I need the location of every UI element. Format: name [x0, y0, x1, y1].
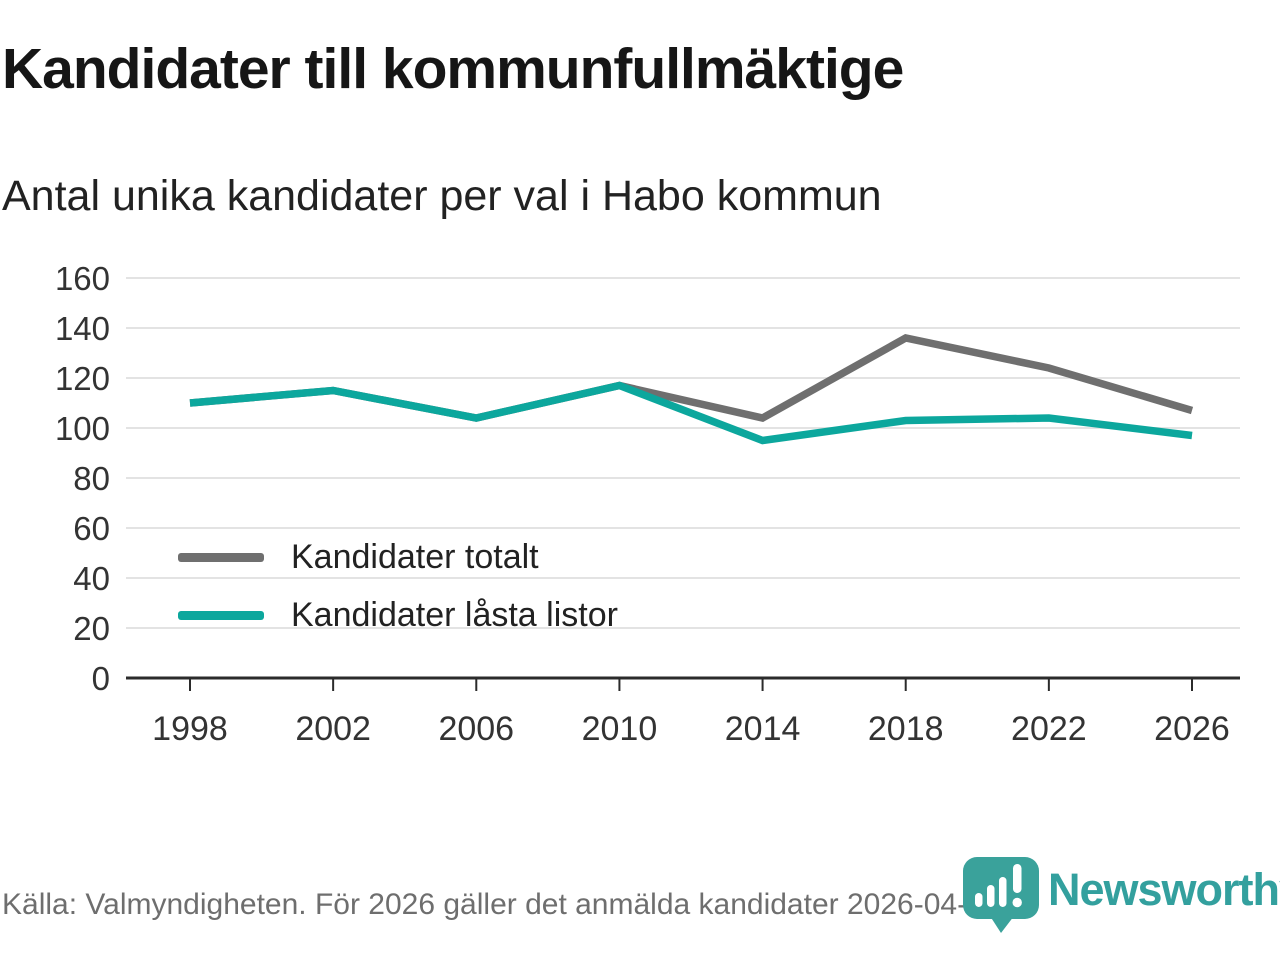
y-axis-tick-label: 20	[73, 610, 110, 647]
y-axis-tick-label: 100	[55, 410, 110, 447]
x-axis-tick-label: 2022	[1011, 710, 1087, 748]
y-axis-tick-label: 40	[73, 560, 110, 597]
x-axis-tick-label: 2014	[725, 710, 801, 748]
legend-item-lasta-listor: Kandidater låsta listor	[178, 596, 618, 635]
y-axis-tick-label: 60	[73, 510, 110, 547]
x-axis-tick-label: 2026	[1154, 710, 1230, 748]
y-axis-tick-label: 140	[55, 310, 110, 347]
x-axis-tick-label: 2006	[438, 710, 514, 748]
y-axis-tick-label: 0	[92, 660, 110, 697]
series-line-1	[189, 381, 1193, 445]
newsworthy-logo: Newsworthy	[962, 856, 1280, 934]
x-axis-tick-label: 1998	[152, 710, 228, 748]
x-axis-tick-label: 2018	[868, 710, 944, 748]
chart-subtitle: Antal unika kandidater per val i Habo ko…	[2, 172, 882, 220]
x-axis-tick-label: 2010	[582, 710, 658, 748]
legend-swatch-lasta-listor-line	[178, 611, 264, 620]
newsworthy-wordmark: Newsworthy	[1048, 864, 1280, 915]
source-note: Källa: Valmyndigheten. För 2026 gäller d…	[2, 888, 1009, 921]
y-axis-tick-label: 160	[55, 260, 110, 297]
y-axis-tick-label: 80	[73, 460, 110, 497]
y-axis-tick-label: 120	[55, 360, 110, 397]
chart-title: Kandidater till kommunfullmäktige	[2, 37, 904, 101]
x-axis-tick-label: 2002	[295, 710, 371, 748]
newsworthy-pin-icon	[963, 857, 1039, 933]
chart-legend: Kandidater totalt Kandidater låsta listo…	[178, 538, 618, 635]
legend-label-totalt: Kandidater totalt	[291, 538, 539, 576]
legend-label-lasta-listor: Kandidater låsta listor	[291, 596, 618, 634]
legend-item-totalt: Kandidater totalt	[178, 538, 618, 577]
legend-swatch-totalt-line	[178, 553, 264, 562]
